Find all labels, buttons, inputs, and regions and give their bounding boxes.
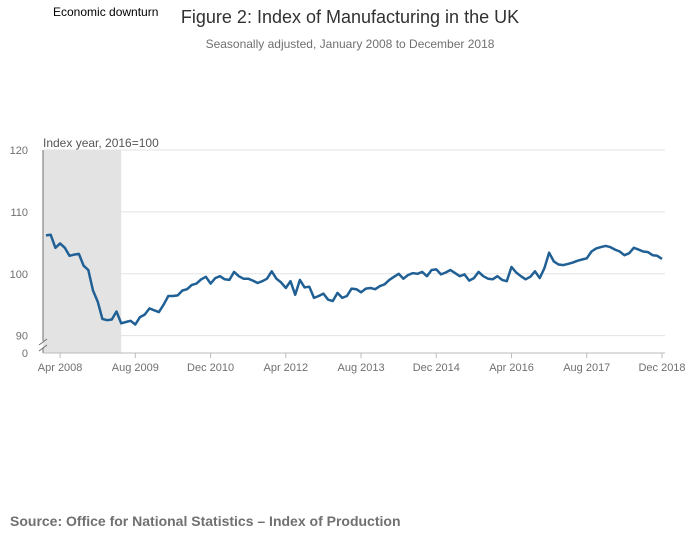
y-tick-label: 90 — [16, 331, 28, 343]
series-line — [45, 233, 663, 326]
downturn-shade — [43, 150, 122, 353]
x-tick-label: Dec 2014 — [413, 362, 460, 374]
line-series — [45, 233, 663, 326]
x-tick-label: Dec 2010 — [187, 362, 234, 374]
x-tick-label: Aug 2017 — [563, 362, 610, 374]
y-tick-label: 100 — [10, 269, 28, 281]
chart-title: Figure 2: Index of Manufacturing in the … — [181, 7, 519, 27]
x-tick-label: Apr 2012 — [263, 362, 308, 374]
gridlines — [43, 149, 665, 337]
y-tick-label: 110 — [10, 207, 28, 219]
y-tick-label: 0 — [22, 348, 28, 360]
downturn-label: Economic downturn — [53, 5, 158, 19]
chart-subtitle: Seasonally adjusted, January 2008 to Dec… — [206, 37, 495, 51]
axis-break-mark — [38, 338, 48, 346]
axis-break-mark — [38, 344, 48, 352]
x-tick-label: Dec 2018 — [638, 362, 685, 374]
source-note: Source: Office for National Statistics –… — [10, 513, 401, 529]
x-tick-label: Apr 2008 — [38, 362, 83, 374]
y-axis-label: Index year, 2016=100 — [43, 136, 159, 150]
x-tick-label: Aug 2013 — [337, 362, 384, 374]
x-tick-label: Aug 2009 — [112, 362, 159, 374]
axes: 0 90 100 110 120 Apr 2008 Aug 2009 Dec 2010 Apr … — [10, 145, 686, 374]
x-tick-label: Apr 2016 — [489, 362, 534, 374]
y-tick-label: 120 — [10, 145, 28, 157]
